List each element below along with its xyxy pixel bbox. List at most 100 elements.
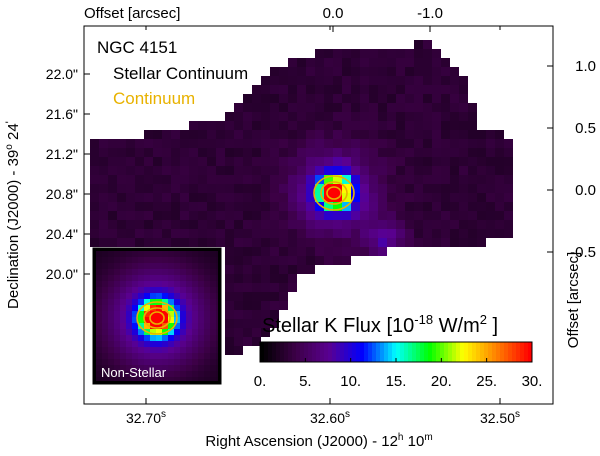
map-pixel bbox=[405, 112, 414, 121]
map-pixel bbox=[414, 49, 423, 58]
inset-pixel bbox=[156, 371, 162, 377]
map-pixel bbox=[306, 220, 315, 229]
map-pixel bbox=[396, 148, 405, 157]
inset-pixel bbox=[120, 335, 126, 341]
map-pixel bbox=[108, 157, 117, 166]
inset-pixel bbox=[180, 353, 186, 359]
map-pixel bbox=[144, 211, 153, 220]
map-pixel bbox=[324, 67, 333, 76]
map-pixel bbox=[216, 175, 225, 184]
map-pixel bbox=[324, 139, 333, 148]
map-pixel bbox=[333, 130, 342, 139]
map-pixel bbox=[378, 247, 387, 256]
map-pixel bbox=[189, 229, 198, 238]
map-pixel bbox=[198, 148, 207, 157]
map-pixel bbox=[414, 76, 423, 85]
inset-pixel bbox=[126, 269, 132, 275]
map-pixel bbox=[180, 157, 189, 166]
map-pixel bbox=[387, 58, 396, 67]
inset-pixel bbox=[114, 269, 120, 275]
map-pixel bbox=[423, 58, 432, 67]
map-pixel bbox=[504, 139, 513, 148]
inset-pixel bbox=[156, 377, 162, 381]
colorbar-step bbox=[452, 342, 457, 362]
map-pixel bbox=[225, 112, 234, 121]
right-tick-label: -0.5 bbox=[570, 244, 596, 261]
map-pixel bbox=[342, 121, 351, 130]
map-pixel bbox=[477, 238, 486, 247]
inset-pixel bbox=[162, 317, 168, 323]
map-pixel bbox=[495, 175, 504, 184]
map-pixel bbox=[243, 220, 252, 229]
map-pixel bbox=[477, 130, 486, 139]
inset-pixel bbox=[114, 359, 120, 365]
map-pixel bbox=[117, 166, 126, 175]
map-pixel bbox=[288, 58, 297, 67]
map-pixel bbox=[450, 211, 459, 220]
map-pixel bbox=[270, 94, 279, 103]
inset-pixel bbox=[108, 251, 114, 257]
inset-pixel bbox=[108, 293, 114, 299]
map-pixel bbox=[252, 112, 261, 121]
inset-pixel bbox=[120, 371, 126, 377]
inset-pixel bbox=[174, 335, 180, 341]
map-pixel bbox=[270, 247, 279, 256]
inset-pixel bbox=[144, 257, 150, 263]
map-pixel bbox=[387, 166, 396, 175]
colorbar-step bbox=[280, 342, 285, 362]
inset-pixel bbox=[216, 347, 218, 353]
inset-pixel bbox=[132, 377, 138, 381]
map-pixel bbox=[396, 184, 405, 193]
inset-pixel bbox=[174, 293, 180, 299]
map-pixel bbox=[234, 292, 243, 301]
inset-pixel bbox=[120, 305, 126, 311]
inset-pixel bbox=[180, 275, 186, 281]
inset-pixel bbox=[174, 353, 180, 359]
map-pixel bbox=[297, 67, 306, 76]
map-pixel bbox=[369, 247, 378, 256]
x-axis-label-sup1: h bbox=[398, 432, 404, 443]
map-pixel bbox=[225, 337, 234, 346]
map-pixel bbox=[387, 130, 396, 139]
inset-pixel bbox=[180, 281, 186, 287]
map-pixel bbox=[180, 130, 189, 139]
map-pixel bbox=[180, 175, 189, 184]
map-pixel bbox=[306, 103, 315, 112]
y-tick-label: 20.4" bbox=[46, 226, 78, 242]
inset-pixel bbox=[102, 377, 108, 381]
inset-pixel bbox=[180, 305, 186, 311]
map-pixel bbox=[432, 157, 441, 166]
map-pixel bbox=[279, 301, 288, 310]
inset-pixel bbox=[192, 293, 198, 299]
inset-pixel bbox=[132, 263, 138, 269]
colorbar-tick-label: 10. bbox=[340, 373, 361, 390]
map-pixel bbox=[135, 184, 144, 193]
map-pixel bbox=[144, 202, 153, 211]
inset-pixel bbox=[156, 335, 162, 341]
map-pixel bbox=[396, 121, 405, 130]
inset-pixel bbox=[102, 251, 108, 257]
map-pixel bbox=[288, 157, 297, 166]
inset-pixel bbox=[192, 305, 198, 311]
map-pixel bbox=[423, 148, 432, 157]
map-pixel bbox=[297, 202, 306, 211]
colorbar-tick-label: 0. bbox=[254, 373, 267, 390]
inset-pixel bbox=[126, 329, 132, 335]
map-pixel bbox=[162, 220, 171, 229]
inset-pixel bbox=[216, 269, 218, 275]
map-pixel bbox=[414, 238, 423, 247]
inset-pixel bbox=[126, 365, 132, 371]
inset-pixel bbox=[198, 269, 204, 275]
inset-pixel bbox=[132, 311, 138, 317]
contour-ellipse bbox=[326, 186, 342, 200]
map-pixel bbox=[180, 229, 189, 238]
map-pixel bbox=[207, 175, 216, 184]
map-pixel bbox=[360, 85, 369, 94]
inset-pixel bbox=[156, 353, 162, 359]
inset-pixel bbox=[186, 287, 192, 293]
map-pixel bbox=[423, 49, 432, 58]
map-pixel bbox=[270, 310, 279, 319]
map-pixel bbox=[99, 184, 108, 193]
map-pixel bbox=[297, 58, 306, 67]
map-pixel bbox=[315, 121, 324, 130]
